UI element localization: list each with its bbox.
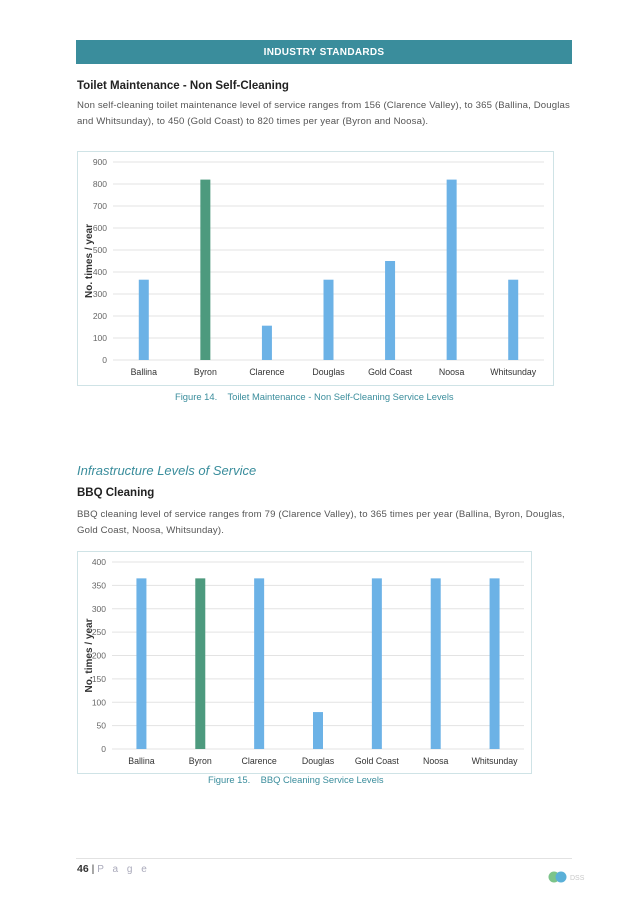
bar-byron bbox=[200, 179, 211, 360]
y-tick-label: 800 bbox=[93, 179, 107, 189]
footer-divider bbox=[76, 858, 572, 859]
y-tick-label: 200 bbox=[93, 311, 107, 321]
bar-gold-coast bbox=[371, 578, 382, 749]
x-tick-label: Douglas bbox=[302, 756, 335, 766]
y-tick-label: 150 bbox=[92, 674, 106, 684]
y-tick-label: 500 bbox=[93, 245, 107, 255]
page-word: P a g e bbox=[97, 864, 150, 875]
toilet-maintenance-text: Non self-cleaning toilet maintenance lev… bbox=[77, 100, 570, 127]
x-tick-label: Whitsunday bbox=[490, 367, 537, 377]
figure-14-caption: Figure 14. Toilet Maintenance - Non Self… bbox=[175, 391, 454, 402]
logo-text: DSS bbox=[570, 875, 585, 882]
x-tick-label: Ballina bbox=[131, 367, 158, 377]
bar-ballina bbox=[138, 279, 149, 360]
chart-bbq-cleaning-svg: 0 50 100 150 200 250 300 350 400 No. times / year… bbox=[84, 557, 524, 766]
y-tick-label: 900 bbox=[93, 157, 107, 167]
bar-byron bbox=[195, 578, 206, 749]
bar-noosa bbox=[446, 179, 457, 360]
page-number: 46 | P a g e bbox=[77, 863, 150, 875]
y-tick-label: 400 bbox=[92, 557, 106, 567]
bbq-cleaning-heading: BBQ Cleaning bbox=[77, 487, 155, 499]
bar-gold-coast bbox=[385, 261, 396, 360]
y-tick-label: 350 bbox=[92, 580, 106, 590]
dss-logo: DSS bbox=[548, 871, 585, 883]
y-tick-label: 300 bbox=[93, 289, 107, 299]
x-tick-label: Gold Coast bbox=[368, 367, 413, 377]
x-tick-label: Clarence bbox=[249, 367, 284, 377]
page-number-value: 46 bbox=[77, 863, 89, 875]
y-tick-label: 100 bbox=[93, 333, 107, 343]
x-tick-label: Whitsunday bbox=[472, 756, 519, 766]
x-tick-label: Noosa bbox=[439, 367, 465, 377]
bar-ballina bbox=[136, 578, 147, 749]
bar-noosa bbox=[430, 578, 441, 749]
y-tick-label: 50 bbox=[97, 721, 107, 731]
bar-douglas bbox=[313, 712, 323, 749]
x-tick-label: Douglas bbox=[312, 367, 345, 377]
chart-bbq-cleaning: 0 50 100 150 200 250 300 350 400 No. times / year… bbox=[77, 551, 532, 774]
y-tick-label: 400 bbox=[93, 267, 107, 277]
y-tick-label: 0 bbox=[102, 355, 107, 365]
y-tick-label: 0 bbox=[101, 744, 106, 754]
x-tick-label: Ballina bbox=[128, 756, 155, 766]
section-banner: INDUSTRY STANDARDS bbox=[76, 40, 572, 64]
page-separator: | bbox=[91, 863, 95, 875]
bbq-cleaning-text: BBQ cleaning level of service ranges fro… bbox=[77, 509, 565, 536]
x-tick-label: Byron bbox=[194, 367, 217, 377]
y-axis-label: No. times / year bbox=[84, 224, 95, 298]
y-tick-label: 100 bbox=[92, 697, 106, 707]
y-tick-label: 300 bbox=[92, 604, 106, 614]
y-tick-label: 600 bbox=[93, 223, 107, 233]
y-tick-label: 700 bbox=[93, 201, 107, 211]
y-tick-label: 200 bbox=[92, 651, 106, 661]
bar-clarence bbox=[254, 578, 265, 749]
chart-toilet-maintenance: 0 100 200 300 400 500 600 700 800 900 No. times / … bbox=[77, 151, 554, 386]
x-tick-label: Noosa bbox=[423, 756, 449, 766]
infrastructure-section-title: Infrastructure Levels of Service bbox=[77, 463, 257, 478]
x-tick-label: Byron bbox=[189, 756, 212, 766]
toilet-maintenance-heading: Toilet Maintenance - Non Self-Cleaning bbox=[77, 80, 289, 92]
bar-whitsunday bbox=[489, 578, 500, 749]
bar-clarence bbox=[261, 325, 272, 360]
x-tick-label: Clarence bbox=[242, 756, 277, 766]
logo-circle-blue bbox=[555, 871, 567, 883]
y-axis-label: No. times / year bbox=[84, 618, 95, 692]
x-tick-label: Gold Coast bbox=[355, 756, 400, 766]
figure-15-caption: Figure 15. BBQ Cleaning Service Levels bbox=[208, 774, 384, 785]
y-tick-label: 250 bbox=[92, 627, 106, 637]
chart-toilet-maintenance-svg: 0 100 200 300 400 500 600 700 800 900 No. times / … bbox=[84, 157, 544, 377]
bar-douglas bbox=[323, 279, 334, 360]
bar-whitsunday bbox=[508, 279, 519, 360]
